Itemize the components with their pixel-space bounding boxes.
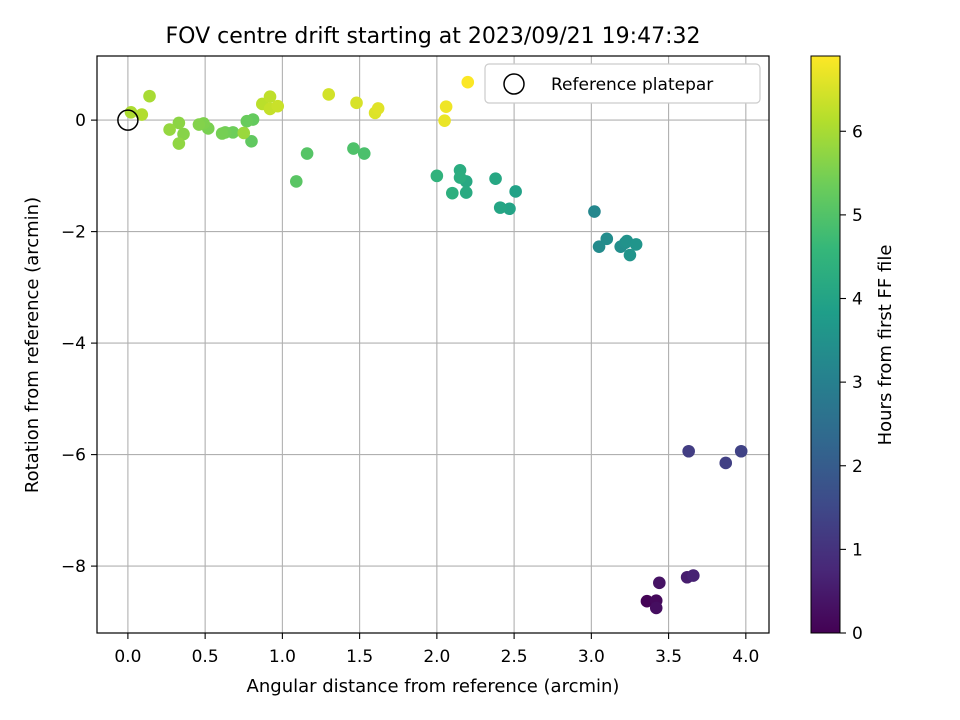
colorbar-tick-label: 6 — [852, 122, 863, 142]
colorbar-tick-label: 1 — [852, 540, 863, 560]
scatter-point — [215, 127, 229, 140]
x-tick-label: 1.5 — [346, 647, 373, 667]
scatter-point — [245, 134, 258, 148]
scatter-point — [300, 147, 314, 160]
x-axis-ticks: 0.0 0.5 1.0 1.5 2.0 2.5 3.0 3.5 4.0 — [114, 633, 759, 667]
reference-marker — [117, 109, 139, 131]
x-tick-label: 0.0 — [114, 647, 141, 667]
scatter-points — [124, 75, 748, 615]
x-tick-label: 2.5 — [501, 647, 528, 667]
chart-title: FOV centre drift starting at 2023/09/21 … — [166, 24, 701, 49]
scatter-point — [430, 169, 444, 183]
scatter-point — [438, 114, 451, 127]
scatter-point — [588, 205, 601, 218]
scatter-point — [289, 175, 303, 188]
scatter-point — [600, 232, 614, 246]
scatter-point — [143, 89, 156, 103]
scatter-point — [322, 88, 336, 101]
x-tick-label: 3.5 — [655, 647, 682, 667]
y-tick-label: −4 — [61, 334, 86, 354]
scatter-point — [192, 118, 206, 131]
scatter-point — [489, 172, 502, 185]
x-tick-label: 3.0 — [578, 647, 605, 667]
scatter-point — [439, 100, 453, 114]
colorbar-gradient — [810, 55, 841, 634]
colorbar-label: Hours from first FF file — [875, 245, 896, 446]
legend-label: Reference platepar — [551, 75, 713, 95]
colorbar-tick-label: 4 — [852, 290, 863, 310]
y-axis-ticks: 0 −2 −4 −6 −8 — [61, 111, 97, 577]
legend-box — [484, 63, 761, 104]
scatter-point — [177, 127, 190, 141]
reference-marker-layer — [117, 109, 139, 131]
scatter-point — [682, 444, 695, 458]
y-tick-label: 0 — [75, 111, 86, 131]
scatter-point — [592, 240, 606, 253]
scatter-point — [446, 186, 459, 200]
scatter-point — [649, 601, 663, 615]
scatter-point — [347, 142, 360, 155]
scatter-point — [263, 90, 277, 103]
colorbar: 0 1 2 3 4 5 6 Hours from first FF file — [810, 55, 896, 644]
y-tick-label: −6 — [61, 446, 86, 466]
scatter-point — [461, 75, 475, 89]
plot-frame — [96, 55, 770, 634]
x-axis-label: Angular distance from reference (arcmin) — [247, 676, 620, 697]
x-tick-label: 2.0 — [423, 647, 450, 667]
colorbar-tick-label: 0 — [852, 624, 863, 644]
scatter-point — [163, 123, 176, 136]
y-tick-label: −8 — [61, 557, 86, 577]
legend-marker-icon — [503, 73, 525, 95]
colorbar-tick-label: 3 — [852, 373, 863, 393]
x-tick-label: 4.0 — [732, 647, 759, 667]
scatter-point — [629, 238, 643, 251]
scatter-point — [350, 96, 363, 110]
scatter-point — [459, 186, 473, 199]
scatter-point — [503, 202, 516, 216]
scatter-point — [640, 594, 654, 608]
x-tick-label: 1.0 — [269, 647, 296, 667]
scatter-point — [687, 569, 700, 582]
scatter-point — [623, 248, 637, 262]
scatter-point — [371, 102, 385, 115]
colorbar-tick-label: 2 — [852, 457, 863, 477]
y-axis-label: Rotation from reference (arcmin) — [22, 197, 43, 493]
x-tick-label: 0.5 — [192, 647, 219, 667]
scatter-point — [509, 185, 522, 198]
scatter-point — [135, 108, 149, 121]
scatter-point — [719, 456, 733, 470]
scatter-point — [653, 576, 666, 590]
scatter-point — [453, 171, 467, 184]
y-tick-label: −2 — [61, 223, 86, 243]
scatter-point — [172, 137, 186, 150]
scatter-point — [172, 116, 186, 130]
scatter-point — [240, 114, 254, 128]
legend: Reference platepar — [484, 63, 761, 104]
scatter-point — [237, 126, 251, 140]
scatter-point — [734, 444, 748, 458]
scatter-point — [357, 147, 371, 160]
colorbar-tick-label: 5 — [852, 206, 863, 226]
scatter-point — [493, 201, 507, 214]
colorbar-ticks: 0 1 2 3 4 5 6 — [840, 122, 863, 644]
grid — [97, 56, 769, 633]
scatter-point — [124, 106, 138, 119]
scatter-point — [271, 99, 285, 113]
